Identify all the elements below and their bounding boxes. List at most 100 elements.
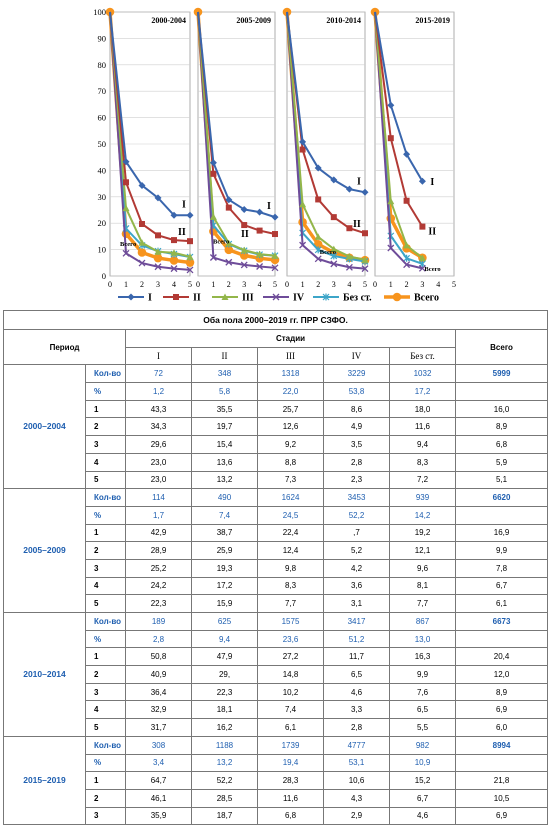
total-cell: 8,9 [454,417,549,437]
table-cell: 23,0 [125,470,192,490]
table-cell: 64,7 [125,771,192,790]
data-point-III [403,241,411,249]
data-point-II [387,135,394,142]
data-point-III [122,204,130,212]
total-cell: 6,1 [454,594,549,613]
header-stage: IV [323,346,390,366]
x-tick-label: 5 [273,280,277,289]
x-tick-label: 3 [242,280,246,289]
table-cell: 7,4 [191,505,258,525]
legend-marker-Всего [392,292,402,302]
row-label: 4 [85,576,126,596]
row-label: 2 [85,541,126,560]
total-cell [454,505,549,525]
table-cell: 5,2 [323,541,390,560]
table-cell: 9,4 [389,435,456,454]
row-label: Кол-во [85,488,126,507]
table-row: 3 29,6 15,4 9,2 3,5 9,4 6,8 [4,435,549,454]
table-row: 1 43,3 35,5 25,7 8,6 18,0 16,0 [4,399,549,419]
total-cell: 20,4 [454,647,549,667]
total-cell [454,382,549,401]
row-label: % [85,753,126,773]
table-cell: 52,2 [191,771,258,790]
table-cell: 308 [125,735,192,755]
row-label: 3 [85,435,126,454]
table-cell: 10,9 [389,753,456,773]
data-point-IV [299,241,307,249]
table-cell: 6,8 [257,806,324,825]
table-row: 2 46,1 28,5 11,6 4,3 6,7 10,5 [4,788,549,808]
y-tick-label: 100 [93,7,106,17]
series-line-III [374,11,424,259]
table-cell: 1032 [389,364,456,384]
series-line-IV [109,11,191,271]
table-cell: 867 [389,612,456,631]
table-cell: 24,5 [257,505,324,525]
table-row: 4 23,0 13,6 8,8 2,8 8,3 5,9 [4,452,549,472]
table-row: 2 34,3 19,7 12,6 4,9 11,6 8,9 [4,417,549,437]
table-cell: 25,9 [191,541,258,560]
table-cell: 2,8 [323,718,390,737]
data-point-III [240,246,248,254]
table-header-row: Период Стадии Всего [3,328,549,366]
data-point-I [361,188,369,196]
table-cell: 35,9 [125,806,192,825]
total-cell [454,753,549,773]
data-point-I [387,101,395,109]
table-cell: 9,6 [389,558,456,578]
table-row: % 2,8 9,4 23,6 51,2 13,0 [4,629,549,649]
data-point-IV [186,266,194,274]
legend-label: I [148,293,152,304]
y-tick-label: 90 [98,33,107,43]
data-point-II [256,227,263,234]
data-point-II [123,179,129,186]
table-row: 3 36,4 22,3 10,2 4,6 7,6 8,9 [4,682,549,702]
table-row: 1 50,8 47,9 27,2 11,7 16,3 20,4 [4,647,549,667]
header-period: Период [3,328,126,366]
row-label: 3 [85,682,126,702]
table-cell: 9,9 [389,665,456,684]
table-caption-row: Оба пола 2000–2019 гг. ПРР СЗФО. [2,310,549,330]
table-cell: 29, [191,665,258,684]
period-label: 2000–2004 [3,364,86,490]
data-point-Без ст. [314,246,322,254]
header-stage: II [191,346,258,366]
x-tick-label: 0 [373,280,377,289]
table-cell: 3,3 [323,700,390,720]
annotation-label: II [241,229,249,240]
chart-title: 2015-2019 [415,16,450,25]
total-cell: 8994 [454,735,549,755]
data-point-IV [361,265,369,273]
data-point-I [256,208,264,216]
table-cell: 9,2 [257,435,324,454]
y-tick-label: 70 [98,86,107,96]
table-row: 2 28,9 25,9 12,4 5,2 12,1 9,9 [4,541,549,560]
chart-legend: I II III IV Без ст. Всего [118,293,439,304]
total-cell: 10,5 [454,788,549,808]
row-label: 3 [85,806,126,825]
data-point-IV [387,244,395,252]
row-label: 2 [85,417,126,437]
series-line-I [374,11,424,182]
row-label: Кол-во [85,364,126,384]
table-cell: 4777 [323,735,390,755]
legend-label: IV [293,293,305,304]
row-label: % [85,629,126,649]
survival-table-container: Оба пола 2000–2019 гг. ПРР СЗФО. Период Ст… [2,310,549,825]
data-point-IV [403,261,411,269]
data-point-I [186,211,194,219]
data-point-Без ст. [330,252,338,260]
row-label: % [85,382,126,401]
data-point-III [361,256,369,263]
table-cell: 17,2 [191,576,258,596]
table-cell: 23,0 [125,452,192,472]
data-point-III [209,213,217,220]
table-cell: 25,7 [257,399,324,419]
data-point-I [299,138,307,146]
table-cell: 14,8 [257,665,324,684]
table-cell: 4,9 [323,417,390,437]
series-line-IV [374,11,423,270]
table-cell: 14,2 [389,505,456,525]
